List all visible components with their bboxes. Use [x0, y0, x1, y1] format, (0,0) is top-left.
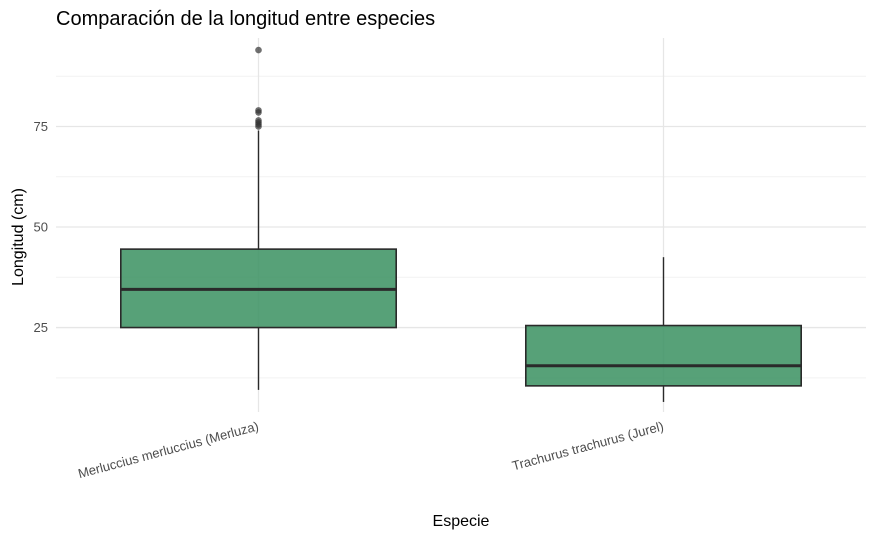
outlier-point: [255, 107, 262, 114]
x-axis-title: Especie: [433, 513, 490, 530]
y-tick-label: 75: [34, 119, 48, 134]
box-iqr: [524, 324, 802, 387]
y-axis-title: Longitud (cm): [10, 188, 27, 286]
chart-title: Comparación de la longitud entre especie…: [56, 8, 435, 30]
x-tick-label: Merluccius merluccius (Merluza): [76, 418, 260, 481]
y-tick-labels: 25 50 75: [34, 119, 48, 335]
outlier-point: [255, 46, 262, 54]
boxes: [120, 46, 802, 402]
outlier-point: [255, 117, 262, 124]
y-tick-label: 25: [34, 320, 48, 335]
y-tick-label: 50: [34, 220, 48, 235]
x-tick-label: Trachurus trachurus (Jurel): [510, 418, 665, 473]
x-tick-labels: Merluccius merluccius (Merluza) Trachurus…: [76, 418, 665, 481]
